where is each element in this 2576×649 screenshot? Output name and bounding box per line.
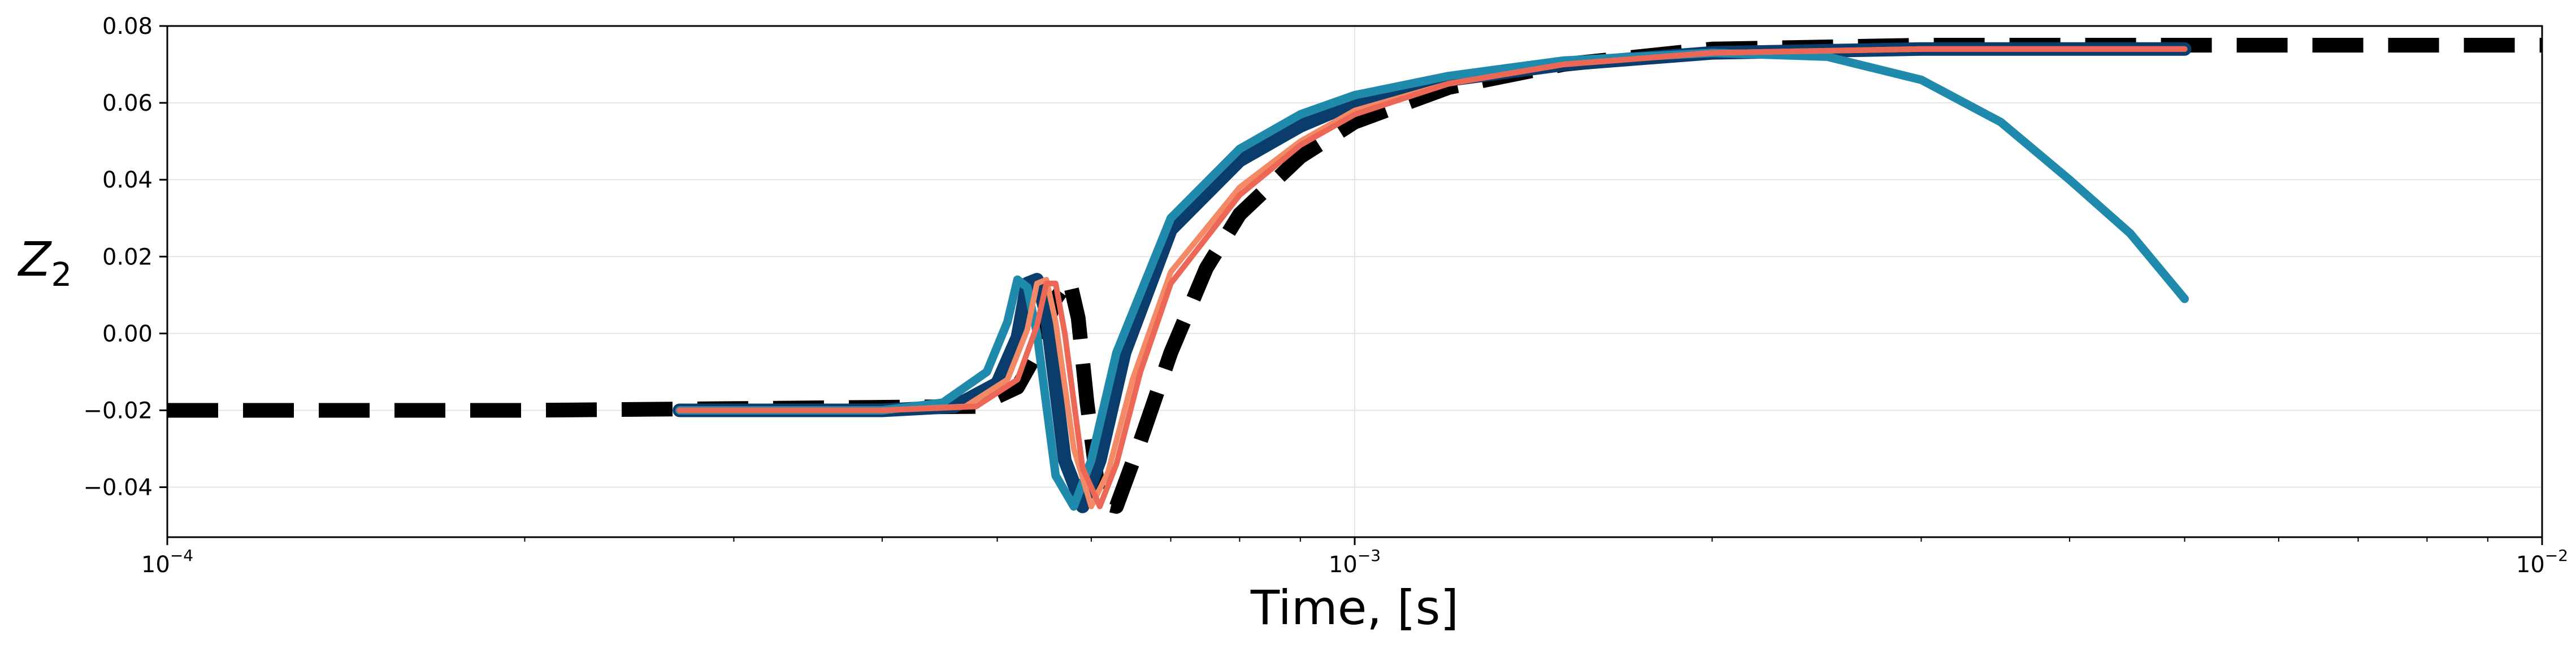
y-tick-label: −0.02 <box>83 398 153 424</box>
x-tick-label-base: 10 <box>141 552 170 578</box>
x-tick-label: 10−3 <box>1329 546 1381 578</box>
x-tick-label: 10−2 <box>2516 546 2568 578</box>
x-tick-label-base: 10 <box>1329 552 1358 578</box>
x-tick-label: 10−4 <box>141 546 193 578</box>
y-axis-label-sub: 2 <box>51 255 72 294</box>
y-axis-label: Z2 <box>18 232 72 294</box>
x-tick-label-base: 10 <box>2516 552 2545 578</box>
series-layer <box>167 38 2542 514</box>
y-tick-label: −0.04 <box>83 475 153 501</box>
series-line-5 <box>676 46 2188 509</box>
y-tick-label: 0.02 <box>102 244 153 270</box>
x-tick-label-exp: −3 <box>1358 546 1381 565</box>
y-axis-label-var: Z <box>18 232 53 287</box>
series-line-1 <box>167 38 2542 514</box>
y-tick-label: 0.08 <box>102 14 153 40</box>
y-tick-label: 0.06 <box>102 90 153 116</box>
series-line-3 <box>675 49 2189 511</box>
y-tick-label: 0.00 <box>102 321 153 347</box>
x-axis-label: Time, [s] <box>1250 580 1459 635</box>
x-tick-label-exp: −4 <box>170 546 193 565</box>
ticks <box>159 25 2543 545</box>
x-tick-label-exp: −2 <box>2545 546 2568 565</box>
y-tick-label: 0.04 <box>102 167 153 193</box>
